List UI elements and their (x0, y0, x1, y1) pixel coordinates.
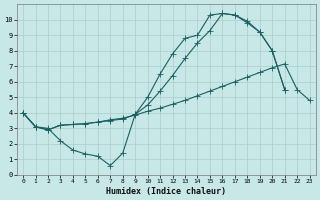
X-axis label: Humidex (Indice chaleur): Humidex (Indice chaleur) (106, 187, 226, 196)
